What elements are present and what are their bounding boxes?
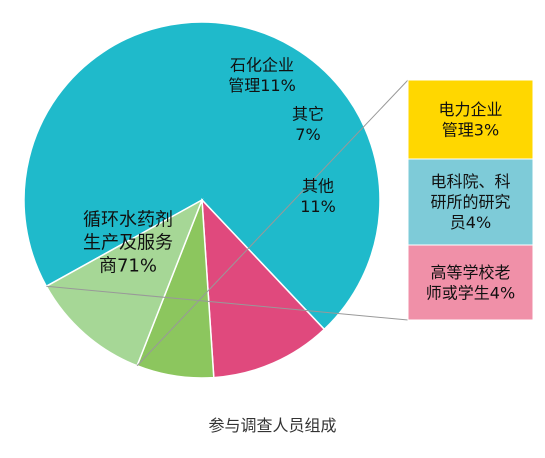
breakdown-label-line: 电科院、科 [430,172,510,191]
connector-line [46,285,409,321]
slice-labels: 循环水药剂生产及服务商71% 石化企业管理11% 其它 7% 其他 11% [83,55,336,276]
slice-label-line: 其他 [302,176,334,195]
breakdown-connectors [46,79,409,367]
breakdown-label-line: 研所的研究 [430,193,510,212]
breakdown-label: 电科院、科研所的研究员4% [430,172,510,232]
breakdown-label: 高等学校老师或学生4% [426,263,515,302]
slice-label: 其它 7% [292,104,324,143]
breakdown-label: 电力企业管理3% [438,100,502,139]
slice-label-line: 其它 [292,104,324,123]
chart-title: 参与调查人员组成 [208,416,337,435]
slice-label-line: 循环水药剂 [83,209,173,230]
slice-label-line: 石化企业 [230,55,294,74]
breakdown-label-line: 电力企业 [438,100,502,119]
slice-label-line: 管理11% [228,76,296,95]
slice-label: 其他 11% [300,176,336,215]
breakdown-box [407,79,534,160]
slice-label-line: 7% [295,125,320,144]
breakdown-label-line: 员4% [450,213,491,232]
slice-label-line: 11% [300,197,336,216]
pie-slice [23,21,381,331]
breakdown-label-line: 高等学校老 [430,263,510,282]
pie-slice [201,197,326,379]
breakdown-boxes: 电力企业管理3% 电科院、科研所的研究员4% 高等学校老师或学生4% [407,79,534,321]
pie-slice [45,198,204,367]
pie-slices [23,21,381,379]
breakdown-box [407,244,534,321]
slice-label-line: 生产及服务 [83,232,173,253]
breakdown-label-line: 管理3% [442,120,499,139]
breakdown-box [407,158,534,246]
breakdown-label-line: 师或学生4% [426,283,515,302]
slice-label: 石化企业管理11% [228,55,296,94]
slice-label-line: 商71% [99,255,157,276]
slice-label: 循环水药剂生产及服务商71% [83,209,173,276]
connector-line [136,79,409,367]
